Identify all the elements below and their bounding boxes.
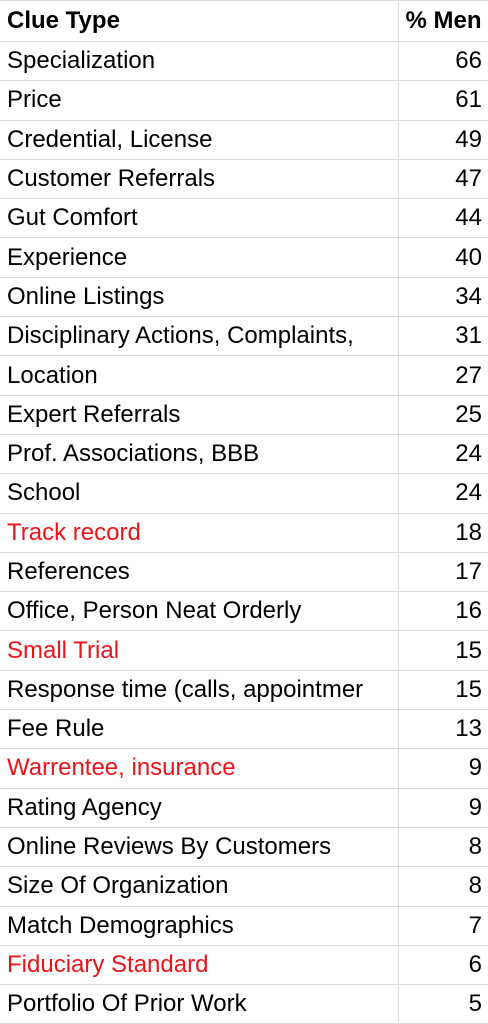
clue-type-cell[interactable]: Online Reviews By Customers [0,827,399,868]
pct-men-cell[interactable]: 27 [398,355,488,396]
pct-men-cell[interactable]: 8 [398,866,488,907]
table-row: Prof. Associations, BBB 24 [0,434,488,475]
pct-men-cell[interactable]: 5 [398,984,488,1024]
header-pct-men[interactable]: % Men [398,0,488,42]
table-row: Specialization 66 [0,41,488,82]
clue-type-cell[interactable]: Gut Comfort [0,198,399,239]
pct-men-cell[interactable]: 18 [398,513,488,553]
table-row: Experience 40 [0,237,488,278]
clue-type-cell[interactable]: Fiduciary Standard [0,945,399,986]
table-row: Small Trial 15 [0,630,488,671]
clue-type-cell[interactable]: Rating Agency [0,788,399,828]
pct-men-cell[interactable]: 66 [398,41,488,82]
pct-men-cell[interactable]: 6 [398,945,488,986]
clue-type-cell[interactable]: Warrentee, insurance [0,748,399,789]
table-row: Fiduciary Standard 6 [0,945,488,986]
clue-type-cell[interactable]: Online Listings [0,277,399,318]
pct-men-cell[interactable]: 31 [398,316,488,357]
clue-type-cell[interactable]: Office, Person Neat Orderly [0,591,399,632]
pct-men-cell[interactable]: 7 [398,906,488,946]
table-row: Online Reviews By Customers 8 [0,827,488,868]
clue-type-cell[interactable]: School [0,473,399,514]
table-row: Size Of Organization 8 [0,866,488,907]
clue-type-cell[interactable]: Experience [0,237,399,278]
pct-men-cell[interactable]: 15 [398,630,488,671]
clue-type-cell[interactable]: Size Of Organization [0,866,399,907]
table-row: Office, Person Neat Orderly 16 [0,591,488,632]
clue-type-cell[interactable]: Portfolio Of Prior Work [0,984,399,1024]
clue-type-cell[interactable]: References [0,552,399,593]
table-row: Gut Comfort 44 [0,198,488,239]
clue-type-cell[interactable]: Fee Rule [0,709,399,750]
pct-men-cell[interactable]: 24 [398,434,488,475]
pct-men-cell[interactable]: 8 [398,827,488,868]
table-row: References 17 [0,552,488,593]
table-row: Online Listings 34 [0,277,488,318]
table-row: Response time (calls, appointmer 15 [0,670,488,711]
pct-men-cell[interactable]: 44 [398,198,488,239]
table-row: Customer Referrals 47 [0,159,488,200]
table-row: Credential, License 49 [0,120,488,160]
pct-men-cell[interactable]: 13 [398,709,488,750]
table-row: Match Demographics 7 [0,906,488,946]
table-row: Expert Referrals 25 [0,395,488,435]
table-row: Disciplinary Actions, Complaints, 31 [0,316,488,357]
pct-men-cell[interactable]: 40 [398,237,488,278]
pct-men-cell[interactable]: 24 [398,473,488,514]
clue-type-cell[interactable]: Price [0,80,399,121]
clue-type-cell[interactable]: Location [0,355,399,396]
table-row: Track record 18 [0,513,488,553]
pct-men-cell[interactable]: 61 [398,80,488,121]
clue-type-cell[interactable]: Expert Referrals [0,395,399,435]
clue-type-cell[interactable]: Credential, License [0,120,399,160]
pct-men-cell[interactable]: 34 [398,277,488,318]
table-row: Fee Rule 13 [0,709,488,750]
table-row: Portfolio Of Prior Work 5 [0,984,488,1024]
clue-type-cell[interactable]: Response time (calls, appointmer [0,670,399,711]
pct-men-cell[interactable]: 9 [398,748,488,789]
clue-type-cell[interactable]: Disciplinary Actions, Complaints, [0,316,399,357]
clue-type-cell[interactable]: Customer Referrals [0,159,399,200]
pct-men-cell[interactable]: 9 [398,788,488,828]
pct-men-cell[interactable]: 47 [398,159,488,200]
header-clue-type[interactable]: Clue Type [0,0,399,42]
clue-type-cell[interactable]: Match Demographics [0,906,399,946]
table-row: Rating Agency 9 [0,788,488,828]
clue-type-cell[interactable]: Specialization [0,41,399,82]
clue-type-cell[interactable]: Small Trial [0,630,399,671]
table-row: Price 61 [0,80,488,121]
clue-type-cell[interactable]: Track record [0,513,399,553]
pct-men-cell[interactable]: 49 [398,120,488,160]
header-row: Clue Type % Men [0,0,488,42]
table-row: Warrentee, insurance 9 [0,748,488,789]
table-row: School 24 [0,473,488,514]
clue-type-cell[interactable]: Prof. Associations, BBB [0,434,399,475]
table-row: Location 27 [0,355,488,396]
pct-men-cell[interactable]: 17 [398,552,488,593]
pct-men-cell[interactable]: 25 [398,395,488,435]
pct-men-cell[interactable]: 16 [398,591,488,632]
pct-men-cell[interactable]: 15 [398,670,488,711]
